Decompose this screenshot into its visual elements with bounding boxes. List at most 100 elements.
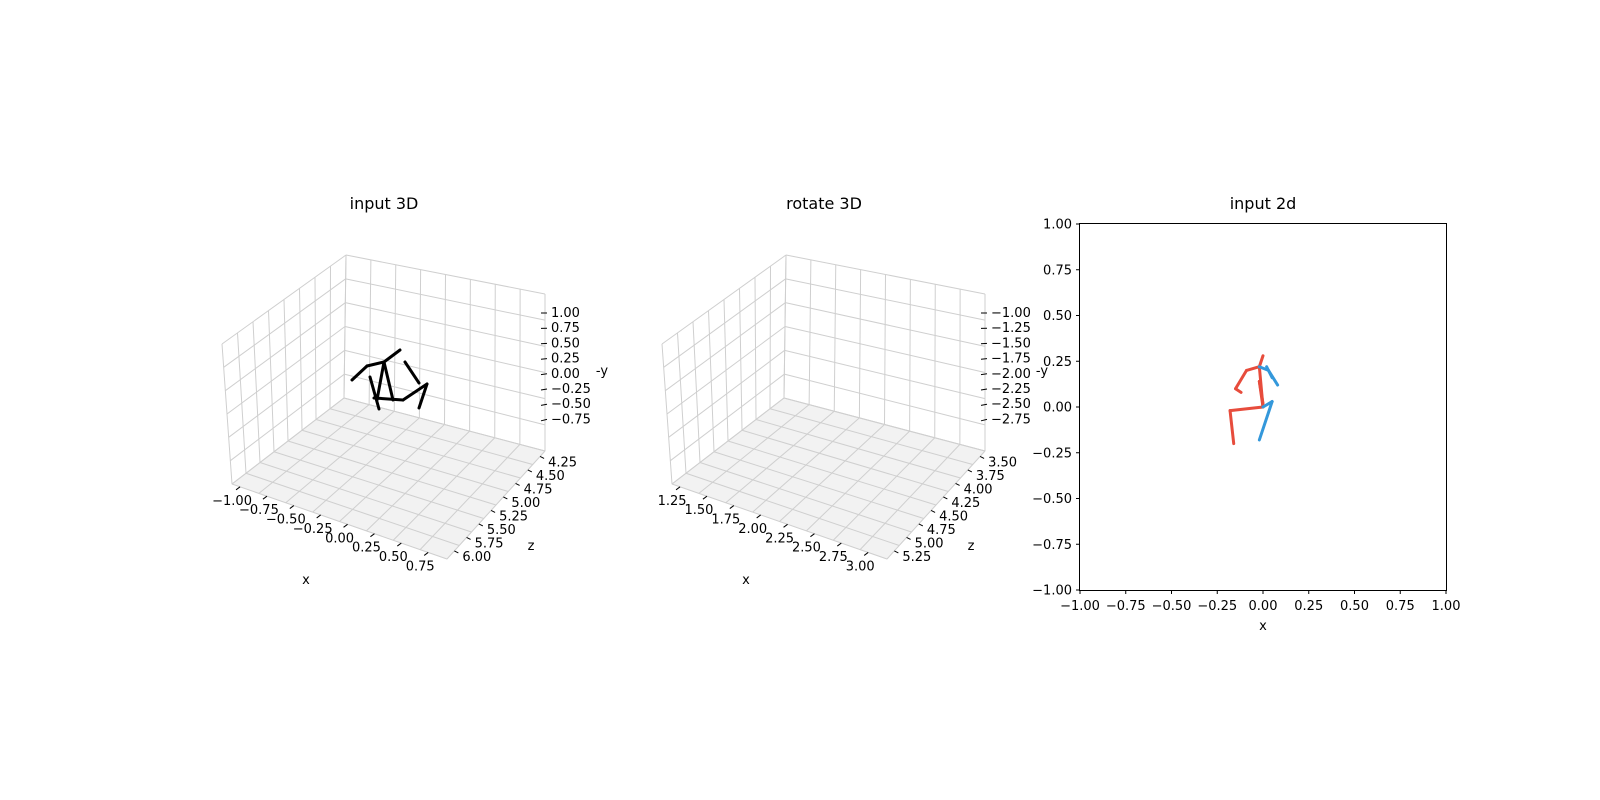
- grid-line: [223, 278, 346, 368]
- grid-line: [784, 349, 986, 400]
- grid-line: [285, 410, 395, 504]
- grid-line: [344, 373, 546, 426]
- x-axis-label: x: [1259, 619, 1267, 634]
- z-tick-label: 5.25: [499, 509, 528, 524]
- y-tick: [980, 403, 988, 406]
- grid-line: [230, 373, 345, 462]
- x-tick: [235, 486, 241, 491]
- grid-line: [785, 278, 986, 321]
- x-tick-label: −0.50: [266, 513, 306, 528]
- y-tick-label: −0.50: [551, 397, 591, 412]
- bone-segment: [382, 348, 402, 364]
- grid-line: [231, 397, 345, 485]
- x-tick: [289, 505, 295, 509]
- z-tick-label: 4.25: [951, 496, 980, 511]
- z-tick-label: 5.00: [511, 496, 540, 511]
- x-tick-label: 0.50: [1340, 599, 1369, 614]
- y-tick-label: 0.50: [1043, 309, 1072, 324]
- skeleton-3d: [350, 348, 429, 411]
- y-tick: [540, 388, 548, 391]
- z-axis-label: z: [968, 539, 975, 554]
- bone-segment: [1234, 387, 1243, 394]
- grid-line: [345, 254, 546, 295]
- x-tick: [863, 552, 869, 556]
- grid-line: [752, 417, 860, 513]
- y-tick-label: 0.00: [551, 367, 580, 382]
- skeleton-2d: [1228, 354, 1280, 446]
- grid-line: [785, 254, 986, 295]
- grid-line: [392, 437, 496, 541]
- grid-line: [226, 326, 346, 415]
- bone-segment: [350, 364, 369, 382]
- y-tick-label: −0.75: [1032, 538, 1072, 553]
- z-tick: [490, 509, 496, 513]
- x-tick: [675, 486, 681, 491]
- chart-title: input 2d: [1230, 194, 1297, 213]
- y-tick: [540, 358, 548, 360]
- z-tick: [478, 523, 484, 527]
- y-tick: [980, 418, 988, 422]
- y-tick: [980, 388, 988, 391]
- grid-line: [668, 349, 785, 438]
- z-tick-label: 4.75: [927, 523, 956, 538]
- bone-segment: [372, 396, 405, 402]
- z-tick-label: 5.50: [487, 523, 516, 538]
- z-tick-label: 4.50: [536, 469, 565, 484]
- y-tick-label: 0.75: [551, 321, 580, 336]
- grid-line: [345, 302, 546, 347]
- y-tick-label: −1.75: [991, 352, 1031, 367]
- y-tick-label: −1.00: [1032, 584, 1072, 599]
- grid-line: [228, 349, 345, 438]
- grid-line: [670, 373, 785, 462]
- z-tick-label: 4.25: [548, 455, 577, 470]
- x-tick-labels: 1.251.501.752.002.252.502.753.00: [658, 486, 875, 574]
- y-tick-label: −0.50: [1032, 492, 1072, 507]
- x-tick-label: −0.75: [1106, 599, 1146, 614]
- z-tick: [466, 536, 471, 540]
- x-tick: [756, 514, 761, 519]
- x-tick: [702, 495, 708, 500]
- bone-segment: [1228, 405, 1265, 413]
- x-tick-label: 2.00: [738, 522, 767, 537]
- grid-walls: [661, 254, 986, 560]
- grid-line: [661, 254, 787, 345]
- chart-title: input 3D: [350, 194, 419, 213]
- y-tick-label: 0.25: [1043, 355, 1072, 370]
- y-tick-label: 0.75: [1043, 263, 1072, 278]
- grid-line: [698, 404, 810, 494]
- chart-rotate-3d: rotate 3D 1.251.501.752.002.252.502.753.…: [658, 194, 1318, 588]
- bone-segment: [368, 375, 381, 411]
- bone-segment: [1228, 409, 1236, 446]
- z-tick-label: 4.75: [524, 482, 553, 497]
- z-tick-label: 6.00: [462, 550, 491, 565]
- x-tick-label: 0.00: [325, 531, 354, 546]
- x-tick: [343, 523, 348, 528]
- y-tick-label: 1.00: [1043, 218, 1072, 233]
- x-tick-label: 2.50: [792, 541, 821, 556]
- y-tick-label: −2.00: [991, 367, 1031, 382]
- x-tick-label: −0.75: [239, 503, 279, 518]
- y-tick-label: −1.25: [991, 321, 1031, 336]
- x-tick: [783, 523, 788, 528]
- grid-line: [419, 444, 521, 550]
- grid-line: [344, 349, 546, 400]
- grid-line: [783, 397, 986, 452]
- y-tick-label: 0.50: [551, 336, 580, 351]
- y-tick-label: −1.00: [991, 306, 1031, 321]
- z-tick: [918, 523, 924, 527]
- bone-segment: [417, 382, 429, 410]
- bone-segment: [1257, 400, 1274, 442]
- z-tick-label: 3.50: [988, 455, 1017, 470]
- grid-line: [665, 302, 786, 392]
- bone-segment: [1257, 354, 1265, 369]
- x-tick-label: 2.75: [819, 550, 848, 565]
- z-tick: [503, 496, 508, 500]
- grid-line: [344, 326, 546, 373]
- y-tick-label: −1.50: [991, 336, 1031, 351]
- x-tick-label: −0.50: [1152, 599, 1192, 614]
- x-tick: [729, 505, 735, 509]
- x-tick-label: 0.75: [1386, 599, 1415, 614]
- z-tick: [527, 469, 533, 473]
- z-tick-labels: 4.254.504.755.005.255.505.756.00: [454, 455, 577, 565]
